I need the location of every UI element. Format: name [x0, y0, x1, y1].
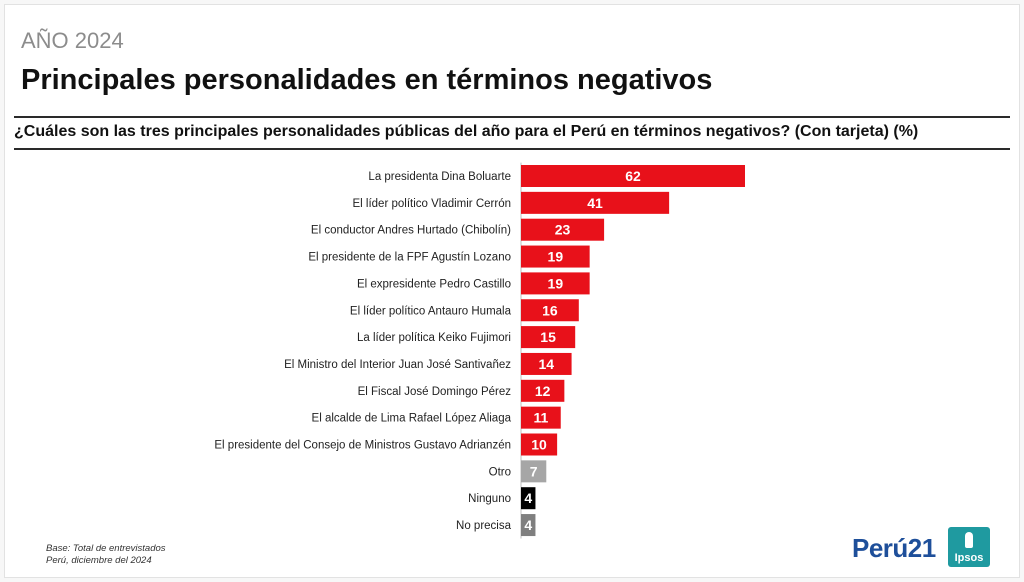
footnote-date: Perú, diciembre del 2024: [46, 555, 152, 566]
category-label: No precisa: [456, 520, 512, 532]
category-label: El Fiscal José Domingo Pérez: [358, 386, 512, 398]
bar: [521, 460, 547, 483]
value-label: 19: [548, 275, 564, 291]
bar: [521, 352, 572, 375]
bar: [521, 379, 565, 402]
chart-frame: [4, 4, 1020, 578]
category-label: El alcalde de Lima Rafael López Aliaga: [312, 413, 512, 425]
category-label: El presidente de la FPF Agustín Lozano: [308, 252, 511, 264]
bar: [521, 191, 670, 214]
bar: [521, 165, 745, 187]
category-label: El conductor Andres Hurtado (Chibolín): [311, 225, 511, 237]
value-label: 23: [555, 222, 571, 238]
category-label: Otro: [489, 466, 511, 478]
category-label: El Ministro del Interior Juan José Santi…: [284, 359, 511, 371]
bar: [521, 218, 605, 241]
ipsos-mark-icon: [965, 532, 973, 548]
value-label: 16: [542, 302, 558, 318]
top-divider: [14, 116, 1010, 118]
category-label: El presidente del Consejo de Ministros G…: [214, 440, 511, 452]
category-label: Ninguno: [468, 493, 511, 505]
value-label: 19: [548, 249, 564, 265]
value-label: 15: [540, 329, 556, 345]
bar: [521, 406, 561, 429]
footnote: Base: Total de entrevistados Perú, dicie…: [46, 543, 166, 567]
value-label: 14: [539, 356, 555, 372]
value-label: 4: [524, 490, 532, 506]
bar: [521, 433, 558, 456]
category-label: El expresidente Pedro Castillo: [357, 278, 511, 290]
ipsos-logo: Ipsos: [948, 527, 990, 567]
value-label: 62: [625, 168, 641, 184]
year-label: AÑO 2024: [21, 28, 124, 53]
value-label: 4: [524, 517, 532, 533]
category-label: El líder político Vladimir Cerrón: [352, 198, 511, 210]
bar: [521, 245, 590, 268]
question-divider: [14, 148, 1010, 150]
value-label: 12: [535, 383, 551, 399]
survey-question: ¿Cuáles son las tres principales persona…: [14, 123, 919, 140]
footnote-base: Base: Total de entrevistados: [46, 543, 166, 554]
peru21-logo: Perú21: [852, 533, 936, 563]
bar: [521, 272, 590, 295]
category-label: La presidenta Dina Boluarte: [368, 171, 511, 183]
ipsos-logo-text: Ipsos: [954, 552, 984, 564]
value-label: 11: [533, 410, 548, 426]
value-label: 7: [530, 463, 538, 479]
value-label: 10: [531, 437, 547, 453]
bar: [521, 487, 536, 510]
bar: [521, 299, 579, 322]
bar: [521, 514, 536, 537]
page-title: Principales personalidades en términos n…: [21, 64, 713, 96]
category-label: El líder político Antauro Humala: [350, 305, 512, 317]
bar: [521, 326, 576, 349]
category-label: La líder política Keiko Fujimori: [357, 332, 511, 344]
value-label: 41: [587, 195, 603, 211]
